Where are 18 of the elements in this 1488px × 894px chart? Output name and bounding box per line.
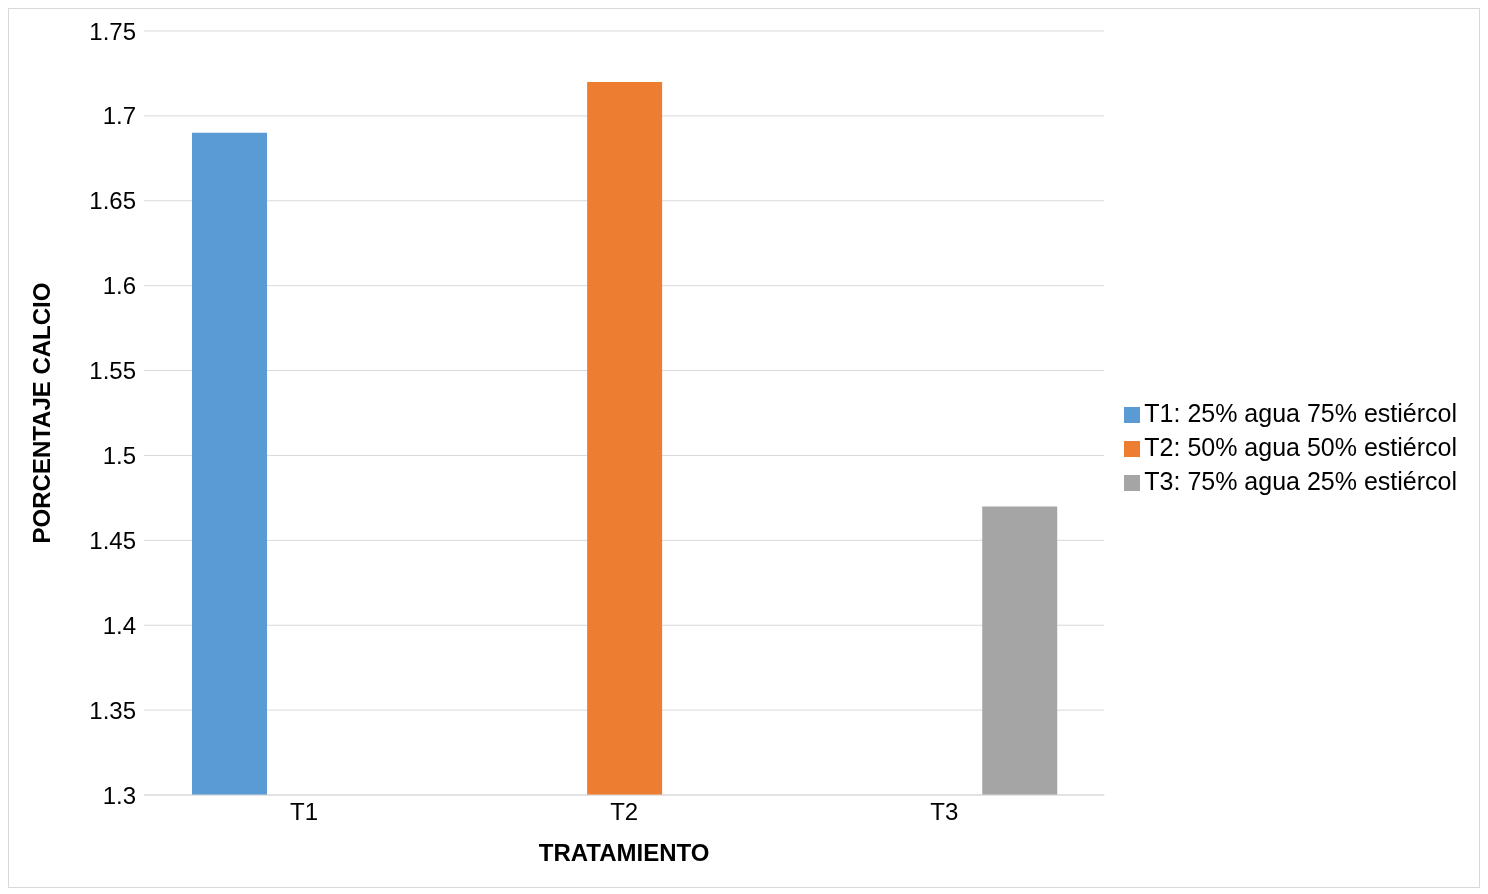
y-axis-title: PORCENTAJE CALCIO: [27, 282, 55, 544]
x-tick-label: T1: [290, 798, 319, 826]
x-tick-label: T2: [610, 798, 639, 826]
legend-label: T1: 25% agua 75% estiércol: [1144, 399, 1457, 427]
y-tick-label: 1.45: [89, 526, 136, 554]
y-tick-label: 1.3: [102, 781, 136, 809]
y-tick-label: 1.65: [89, 187, 136, 215]
y-tick-label: 1.55: [89, 357, 136, 385]
y-tick-label: 1.7: [102, 102, 136, 130]
y-tick-label: 1.75: [89, 17, 136, 45]
x-tick-label: T3: [930, 798, 959, 826]
y-tick-label: 1.35: [89, 696, 136, 724]
y-tick-label: 1.5: [102, 441, 136, 469]
legend-label: T3: 75% agua 25% estiércol: [1144, 467, 1457, 495]
x-axis-title: TRATAMIENTO: [538, 839, 710, 866]
y-tick-label: 1.6: [102, 272, 136, 300]
legend-label: T2: 50% agua 50% estiércol: [1144, 433, 1457, 461]
y-tick-label: 1.4: [102, 611, 136, 639]
